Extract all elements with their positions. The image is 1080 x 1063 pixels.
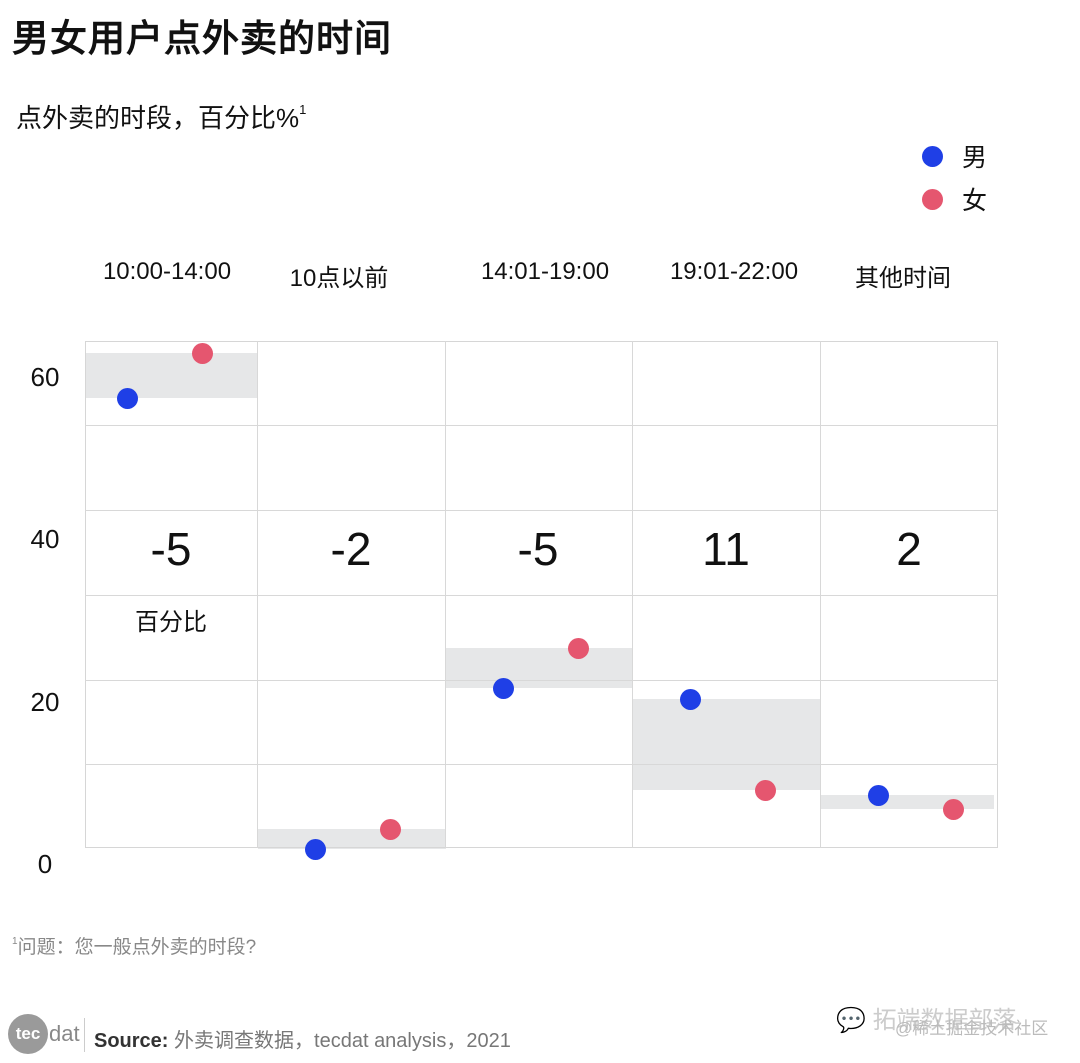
wechat-icon: 💬	[836, 1007, 873, 1034]
male-data-point	[493, 678, 514, 699]
difference-label: -2	[330, 523, 372, 575]
logo-divider	[84, 1018, 85, 1052]
male-data-point	[305, 839, 326, 860]
y-tick-label: 20	[30, 687, 60, 717]
logo-circle: tec	[8, 1014, 48, 1054]
watermark-text: 拓端数据部落	[872, 1007, 1017, 1034]
legend-label-male: 男	[962, 144, 988, 172]
male-data-point	[117, 388, 138, 409]
category-label: 19:01-22:00	[669, 258, 799, 285]
female-data-point	[568, 638, 589, 659]
gridline	[820, 341, 821, 848]
range-band	[633, 699, 821, 790]
legend-item-female: 女	[922, 181, 987, 217]
tecdat-logo: tec dat	[8, 1013, 80, 1055]
female-data-point	[943, 799, 964, 820]
watermark-secondary: @稀土掘金技术社区	[895, 1019, 1049, 1038]
range-band	[446, 648, 633, 688]
plot-area	[85, 341, 998, 848]
y-tick-label: 0	[37, 849, 53, 879]
chart-subtitle: 点外卖的时段，百分比%1	[16, 98, 306, 135]
male-dot-icon	[922, 145, 943, 167]
female-data-point	[380, 819, 401, 840]
gridline	[257, 341, 258, 848]
gridline	[85, 680, 998, 681]
gridline	[632, 341, 633, 848]
range-band	[85, 353, 258, 398]
difference-label: 2	[896, 523, 922, 575]
difference-label: -5	[150, 523, 192, 575]
difference-label: -5	[517, 523, 559, 575]
female-data-point	[755, 780, 776, 801]
source-line: Source: 外卖调查数据，tecdat analysis，2021	[94, 1024, 511, 1053]
male-data-point	[680, 689, 701, 710]
watermark: 💬 拓端数据部落	[836, 1000, 1017, 1035]
subtitle-footnote-mark: 1	[299, 102, 307, 117]
category-label: 10点以前	[289, 265, 389, 292]
footnote-mark: 1	[12, 936, 18, 947]
source-label: Source:	[94, 1030, 169, 1052]
gridline	[85, 764, 998, 765]
male-data-point	[868, 785, 889, 806]
source-text: 外卖调查数据，tecdat analysis，2021	[168, 1030, 511, 1052]
category-label: 10:00-14:00	[102, 258, 232, 285]
gridline	[85, 425, 998, 426]
gridline	[445, 341, 446, 848]
category-label: 14:01-19:00	[480, 258, 610, 285]
difference-label: 11	[702, 523, 750, 575]
female-data-point	[192, 343, 213, 364]
footnote-text: 问题：您一般点外卖的时段?	[17, 937, 257, 958]
unit-label: 百分比	[135, 609, 207, 636]
y-tick-label: 40	[30, 524, 60, 554]
legend-label-female: 女	[962, 187, 988, 215]
legend-item-male: 男	[922, 138, 987, 174]
y-tick-label: 60	[30, 362, 60, 392]
category-label: 其他时间	[855, 265, 951, 292]
footnote: 1问题：您一般点外卖的时段?	[12, 932, 256, 959]
gridline	[85, 595, 998, 596]
subtitle-text: 点外卖的时段，百分比%	[16, 103, 300, 133]
chart-title: 男女用户点外卖的时间	[12, 18, 392, 59]
logo-text: dat	[49, 1021, 80, 1046]
female-dot-icon	[922, 188, 943, 210]
gridline	[85, 510, 998, 511]
